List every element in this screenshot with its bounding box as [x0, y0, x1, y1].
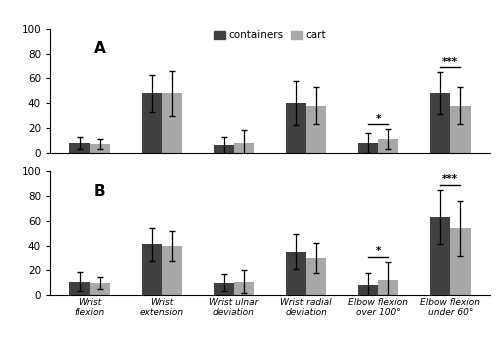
Bar [306, 258, 326, 295]
Bar [450, 105, 470, 153]
Bar [162, 93, 182, 153]
Text: ***: *** [442, 57, 458, 67]
Bar [70, 143, 89, 153]
Bar [214, 145, 234, 153]
Bar [234, 143, 254, 153]
Text: *: * [376, 114, 381, 123]
Bar [430, 93, 450, 153]
Bar [234, 282, 254, 295]
Bar [358, 285, 378, 295]
Bar [286, 252, 306, 295]
Bar [90, 283, 110, 295]
Text: A: A [94, 41, 106, 56]
Bar [286, 103, 306, 153]
Bar [142, 93, 162, 153]
Legend: containers, cart: containers, cart [210, 26, 330, 45]
Bar [214, 283, 234, 295]
Bar [358, 143, 378, 153]
Text: B: B [94, 184, 106, 199]
Bar [306, 105, 326, 153]
Bar [162, 246, 182, 295]
Text: *: * [376, 246, 381, 256]
Bar [378, 139, 398, 153]
Bar [430, 217, 450, 295]
Bar [450, 228, 470, 295]
Bar [70, 282, 89, 295]
Bar [142, 244, 162, 295]
Bar [90, 144, 110, 153]
Bar [378, 280, 398, 295]
Text: ***: *** [442, 174, 458, 184]
